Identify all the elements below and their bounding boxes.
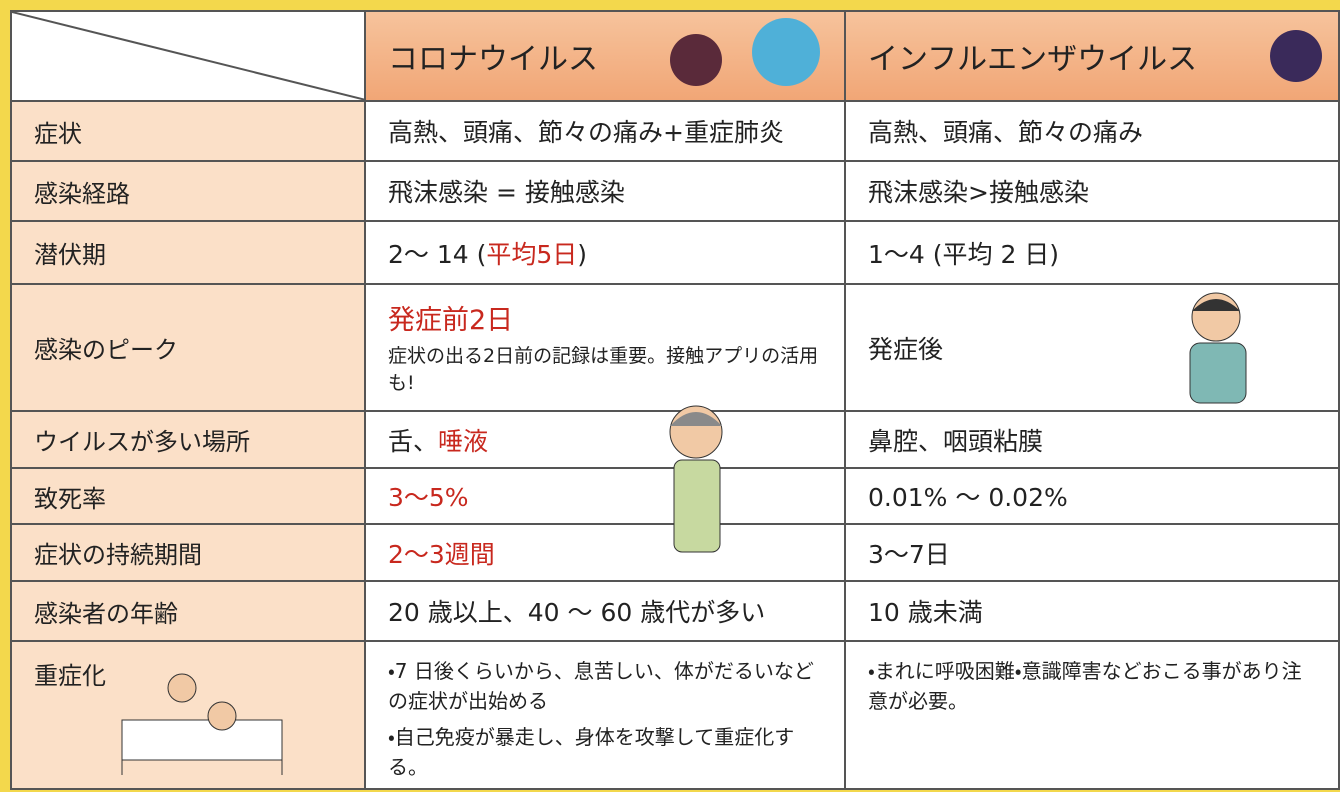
elderly-woman (669, 405, 723, 553)
text: ) (577, 239, 588, 269)
highlight: 発症前2日 (388, 305, 514, 336)
cell: 飛沫感染>接触感染 (844, 160, 1340, 222)
highlight: 平均5日 (486, 239, 578, 269)
bullet: ・まれに呼吸困難・意識障害などおこる事があり注意が必要。 (868, 659, 1302, 713)
cell: 1〜4 (平均 2 日) (844, 220, 1340, 285)
header-text: コロナウイルス (388, 42, 598, 77)
row-label: ウイルスが多い場所 (10, 410, 366, 469)
bullet: ・7 日後くらいから、息苦しい、体がだるいなどの症状が出始める (388, 659, 814, 713)
cell: 発症前2日症状の出る2日前の記録は重要。接触アプリの活用も! (364, 283, 846, 412)
row-label: 感染者の年齢 (10, 580, 366, 642)
hospital-bed (121, 673, 283, 775)
cell: 20 歳以上、40 〜 60 歳代が多い (364, 580, 846, 642)
header-text: インフルエンザウイルス (868, 42, 1198, 77)
cell: 2〜3週間 (364, 523, 846, 582)
cell: 高熱、頭痛、節々の痛み (844, 100, 1340, 162)
text: 舌、 (388, 426, 439, 456)
cell: 飛沫感染 = 接触感染 (364, 160, 846, 222)
row-label: 潜伏期 (10, 220, 366, 285)
cell: 高熱、頭痛、節々の痛み+重症肺炎 (364, 100, 846, 162)
cell: 0.01% 〜 0.02% (844, 467, 1340, 525)
cell: 舌、唾液 (364, 405, 846, 553)
cell: 鼻腔、咽頭粘膜 (844, 410, 1340, 469)
cell: ・まれに呼吸困難・意識障害などおこる事があり注意が必要。 (844, 640, 1340, 790)
row-label: 症状の持続期間 (10, 523, 366, 582)
cell: 3〜5% (364, 467, 846, 525)
cell: 3〜7日 (844, 523, 1340, 582)
text: 発症後 (868, 334, 944, 364)
row-label: 重症化 (10, 640, 366, 790)
cell: 発症後 (844, 283, 1340, 412)
row-label: 感染のピーク (10, 283, 366, 412)
note: 症状の出る2日前の記録は重要。接触アプリの活用も! (388, 345, 819, 394)
diagonal (12, 12, 366, 100)
header-row: コロナウイルス インフルエンザウイルス (10, 10, 1340, 102)
cell: 2〜 14 (平均5日) (364, 220, 846, 285)
cell: 10 歳未満 (844, 580, 1340, 642)
text: 重症化 (34, 662, 106, 690)
virus-icons (670, 18, 820, 86)
highlight: 唾液 (438, 426, 489, 456)
row-label: 致死率 (10, 467, 366, 525)
bullet: ・自己免疫が暴走し、身体を攻撃して重症化する。 (388, 725, 795, 779)
text: 2〜 14 ( (388, 239, 487, 269)
header-cell: コロナウイルス (364, 10, 846, 102)
header-cell: インフルエンザウイルス (844, 10, 1340, 102)
row-label: 症状 (10, 100, 366, 162)
comparison-table: コロナウイルス インフルエンザウイルス 症状 高熱、頭痛、節々の痛み+重症肺炎 高熱… (10, 10, 1340, 790)
corner-cell (10, 10, 366, 102)
coughing-man (1189, 292, 1247, 404)
row-label: 感染経路 (10, 160, 366, 222)
virus-icon (1270, 30, 1322, 82)
cell: ・7 日後くらいから、息苦しい、体がだるいなどの症状が出始める ・自己免疫が暴走し… (364, 640, 846, 790)
